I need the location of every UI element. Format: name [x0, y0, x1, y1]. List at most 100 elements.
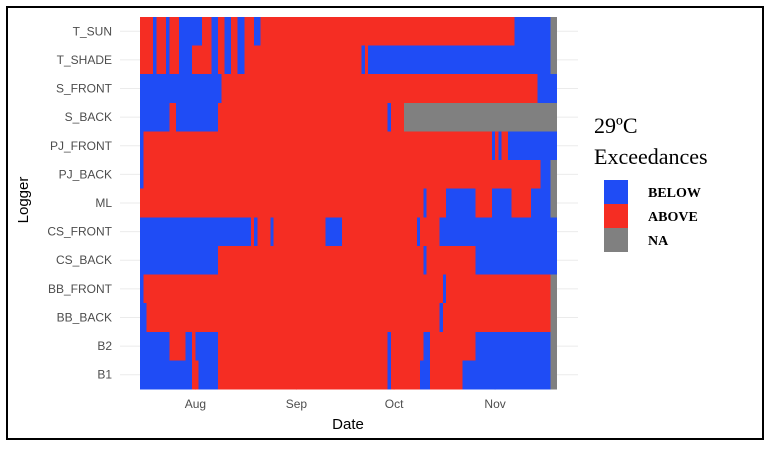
heatmap-cell-above	[390, 360, 421, 390]
y-tick-label: B1	[97, 368, 112, 382]
heatmap-cell-above	[429, 360, 463, 390]
heatmap-cell-below	[420, 360, 430, 390]
y-tick-label: T_SUN	[73, 24, 112, 38]
heatmap-cell-below	[416, 217, 421, 247]
heatmap-cell-below	[166, 17, 170, 46]
heatmap-cell-above	[231, 17, 238, 46]
heatmap-cell-above	[364, 45, 369, 75]
heatmap-cell-below	[439, 217, 557, 247]
heatmap-cell-below	[224, 45, 232, 75]
heatmap-cell-na	[550, 274, 557, 304]
heatmap-cell-above	[140, 45, 154, 75]
heatmap-cell-below	[491, 131, 496, 161]
heatmap-cell-above	[201, 17, 212, 46]
heatmap-cell-below	[423, 245, 427, 275]
x-tick-label: Aug	[185, 397, 206, 411]
heatmap-cell-above	[420, 217, 440, 247]
legend-label-below: BELOW	[648, 186, 701, 201]
heatmap-cell-above	[156, 17, 167, 46]
y-tick-label: S_FRONT	[56, 82, 113, 96]
legend-key-above	[604, 204, 628, 228]
heatmap-cell-na	[550, 45, 557, 75]
heatmap-cell-below	[423, 188, 427, 218]
heatmap-cells	[140, 17, 557, 390]
heatmap-cell-below	[442, 274, 447, 304]
heatmap-cell-below	[224, 17, 232, 46]
heatmap-cell-above	[221, 74, 538, 104]
heatmap-cell-below	[491, 188, 512, 218]
heatmap-cell-above	[426, 245, 476, 275]
y-tick-labels: T_SUN T_SHADE S_FRONT S_BACK PJ_FRONT PJ_BACK…	[47, 24, 112, 381]
y-tick-label: PJ_BACK	[59, 167, 112, 181]
heatmap-cell-below	[361, 45, 365, 75]
legend-title-line2: Exceedances	[594, 144, 708, 169]
heatmap-cell-above	[143, 274, 443, 304]
heatmap-cell-above	[511, 188, 531, 218]
heatmap-cell-above	[140, 17, 154, 46]
heatmap-cell-above	[218, 102, 388, 132]
x-tick-label: Oct	[385, 397, 404, 411]
heatmap-cell-above	[146, 303, 440, 333]
heatmap-cell-above	[218, 245, 424, 275]
heatmap-cell-na	[550, 160, 557, 189]
x-tick-label: Nov	[484, 397, 505, 411]
heatmap-cell-below	[140, 160, 144, 189]
heatmap-cell-above	[501, 131, 509, 161]
heatmap-cell-below	[140, 274, 144, 304]
heatmap-cell-above	[442, 303, 551, 333]
heatmap-cell-above	[250, 217, 255, 247]
heatmap-cell-below	[140, 360, 193, 390]
heatmap-cell-above	[390, 331, 424, 361]
heatmap-cell-above	[273, 217, 326, 247]
heatmap-cell-above	[169, 45, 180, 75]
heatmap-cell-below	[368, 45, 551, 75]
heatmap-cell-above	[169, 102, 176, 132]
heatmap-cell-below	[423, 331, 430, 361]
heatmap-cell-na	[550, 331, 557, 361]
heatmap-cell-below	[153, 45, 157, 75]
heatmap-cell-below	[537, 74, 557, 104]
heatmap-cell-above	[257, 217, 271, 247]
y-tick-label: ML	[95, 196, 112, 210]
heatmap-cell-na	[550, 17, 557, 46]
heatmap-cell-below	[211, 45, 219, 75]
heatmap-cell-below	[475, 331, 551, 361]
heatmap-cell-below	[508, 131, 557, 161]
heatmap-cell-na	[550, 188, 557, 218]
heatmap-cell-na	[550, 303, 557, 333]
heatmap-cell-above	[446, 274, 551, 304]
heatmap-cell-below	[140, 331, 170, 361]
heatmap-cell-below	[530, 188, 551, 218]
heatmap-cell-below	[237, 17, 245, 46]
heatmap-cell-below	[254, 17, 261, 46]
heatmap-cell-above	[341, 217, 417, 247]
heatmap-cell-above	[218, 331, 388, 361]
heatmap-cell-above	[231, 45, 238, 75]
heatmap-cell-below	[498, 131, 502, 161]
y-axis-title: Logger	[15, 177, 32, 224]
y-tick-label: CS_FRONT	[47, 225, 112, 239]
heatmap-cell-below	[140, 245, 219, 275]
heatmap-cell-above	[192, 331, 196, 361]
heatmap-cell-below	[175, 102, 219, 132]
heatmap-cell-below	[198, 360, 219, 390]
heatmap-cell-above	[475, 188, 492, 218]
heatmap-cell-below	[166, 45, 170, 75]
heatmap-cell-below	[140, 102, 170, 132]
y-tick-label: PJ_FRONT	[50, 139, 113, 153]
legend-key-na	[604, 228, 628, 252]
y-tick-label: S_BACK	[65, 110, 112, 124]
heatmap-cell-below	[387, 331, 391, 361]
heatmap-cell-below	[462, 360, 551, 390]
heatmap-cell-below	[179, 45, 193, 75]
legend-label-na: NA	[648, 234, 669, 249]
legend-key-below	[604, 180, 628, 204]
heatmap-cell-below	[153, 17, 157, 46]
heatmap-cell-above	[169, 17, 180, 46]
heatmap-cell-above	[260, 17, 515, 46]
y-tick-label: CS_BACK	[56, 253, 112, 267]
x-tick-label: Sep	[286, 397, 308, 411]
heatmap-cell-below	[387, 360, 391, 390]
legend-title-line1: 29ºC	[594, 113, 638, 138]
